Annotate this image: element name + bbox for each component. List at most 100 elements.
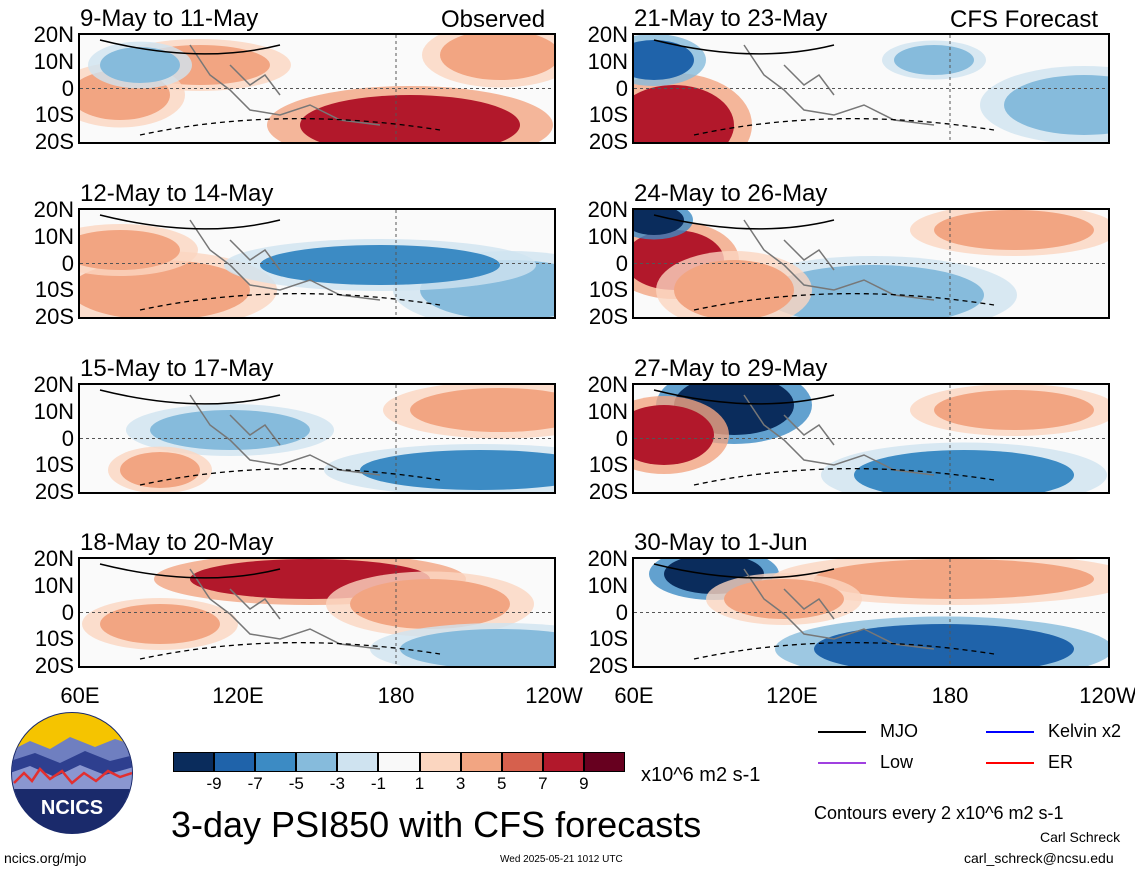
lat-label: 20N: [587, 546, 628, 571]
lat-label: 20S: [34, 479, 74, 504]
contour-note: Contours every 2 x10^6 m2 s-1: [814, 803, 1064, 823]
lat-label: 10S: [588, 626, 628, 652]
colorbar-swatch: [419, 752, 461, 772]
colorbar-swatch: [583, 752, 625, 772]
legend-label: Kelvin x2: [1048, 721, 1122, 741]
lat-label: 0: [61, 425, 74, 451]
panel-title: 18-May to 20-May: [80, 529, 274, 556]
legend-label: Low: [880, 752, 914, 772]
lat-label: 0: [61, 250, 74, 276]
lat-label: 20N: [33, 22, 74, 47]
lat-label: 20S: [588, 304, 628, 329]
lat-label: 10N: [587, 572, 628, 598]
anomaly-field: [634, 385, 1108, 492]
lat-label: 20S: [588, 479, 628, 504]
anomaly-field: [634, 210, 1108, 317]
lon-label: 180: [377, 683, 415, 708]
author-email[interactable]: carl_schreck@ncsu.edu: [964, 850, 1114, 866]
colorbar-tick-label: -5: [288, 774, 304, 793]
lat-label: 10N: [33, 223, 74, 249]
colorbar-swatch: [337, 752, 379, 772]
lat-label: 0: [615, 250, 628, 276]
anomaly-field: [634, 559, 1108, 666]
lat-label: 20N: [33, 546, 74, 571]
forecast-label: CFS Forecast: [950, 6, 1099, 33]
lat-label: 10N: [587, 48, 628, 74]
panel-title: 12-May to 14-May: [80, 180, 274, 207]
lat-label: 20N: [587, 197, 628, 222]
legend-line-kelvin: [986, 731, 1034, 733]
lat-label: 20S: [34, 129, 74, 154]
ncics-logo[interactable]: NCICS: [10, 711, 134, 835]
anomaly-field: [80, 35, 554, 142]
lat-label: 10S: [34, 102, 74, 128]
lat-label: 20N: [587, 22, 628, 47]
panel-title: 27-May to 29-May: [634, 355, 828, 382]
anomaly-field: [80, 385, 554, 492]
colorbar-swatch: [460, 752, 502, 772]
lat-label: 10N: [33, 398, 74, 424]
panel-title: 9-May to 11-May: [80, 5, 259, 32]
lat-label: 10S: [588, 452, 628, 478]
lat-label: 10N: [33, 572, 74, 598]
colorbar-swatch: [296, 752, 338, 772]
lat-label: 20S: [34, 304, 74, 329]
legend-line-low: [818, 762, 866, 764]
colorbar-tick-label: 7: [538, 774, 548, 793]
lon-label: 120W: [525, 683, 583, 708]
map-panel-2: [78, 208, 556, 319]
anomaly-field: [634, 35, 1108, 142]
colorbar-swatch: [542, 752, 584, 772]
map-panel-8: [632, 557, 1110, 668]
colorbar-tick-label: -9: [206, 774, 222, 793]
colorbar-tick-label: -1: [370, 774, 387, 793]
lat-label: 10S: [588, 102, 628, 128]
colorbar-swatch: [378, 752, 420, 772]
lat-label: 10S: [588, 277, 628, 303]
colorbar: [173, 752, 625, 772]
lat-label: 20S: [588, 129, 628, 154]
lon-label: 180: [931, 683, 969, 708]
colorbar-swatch: [214, 752, 256, 772]
anomaly-field: [80, 210, 554, 317]
panel-title: 21-May to 23-May: [634, 5, 828, 32]
panel-title: 15-May to 17-May: [80, 355, 274, 382]
colorbar-tick-label: 9: [579, 774, 589, 793]
lat-label: 10N: [587, 398, 628, 424]
author-name: Carl Schreck: [1040, 829, 1121, 845]
panel-title: 24-May to 26-May: [634, 180, 828, 207]
panel-title: 30-May to 1-Jun: [634, 529, 808, 556]
colorbar-tick-label: 3: [455, 774, 466, 793]
colorbar-tick-label: 5: [496, 774, 507, 793]
lon-label: 120E: [766, 683, 818, 708]
map-panel-7: [632, 383, 1110, 494]
lat-label: 0: [61, 75, 74, 101]
lon-label: 120E: [212, 683, 264, 708]
map-panel-4: [78, 557, 556, 668]
map-panel-5: [632, 33, 1110, 144]
colorbar-swatch: [255, 752, 297, 772]
logo-text: NCICS: [41, 797, 103, 819]
map-panel-1: [78, 33, 556, 144]
lat-label: 20S: [34, 653, 74, 678]
lat-label: 10S: [34, 452, 74, 478]
lat-label: 10S: [34, 277, 74, 303]
legend-label: ER: [1048, 752, 1074, 772]
site-url[interactable]: ncics.org/mjo: [4, 850, 87, 866]
lat-label: 0: [615, 75, 628, 101]
map-panel-3: [78, 383, 556, 494]
legend-label: MJO: [880, 721, 918, 741]
lat-label: 20S: [588, 653, 628, 678]
lon-label: 60E: [60, 683, 100, 708]
lat-label: 20N: [587, 372, 628, 397]
colorbar-swatch: [173, 752, 215, 772]
lat-label: 10N: [587, 223, 628, 249]
colorbar-swatch: [501, 752, 543, 772]
lat-label: 20N: [33, 372, 74, 397]
lon-label: 120W: [1079, 683, 1135, 708]
colorbar-tick-label: 1: [414, 774, 425, 793]
lat-label: 10N: [33, 48, 74, 74]
lat-label: 0: [615, 425, 628, 451]
lon-label: 60E: [614, 683, 654, 708]
lat-label: 0: [615, 599, 628, 625]
